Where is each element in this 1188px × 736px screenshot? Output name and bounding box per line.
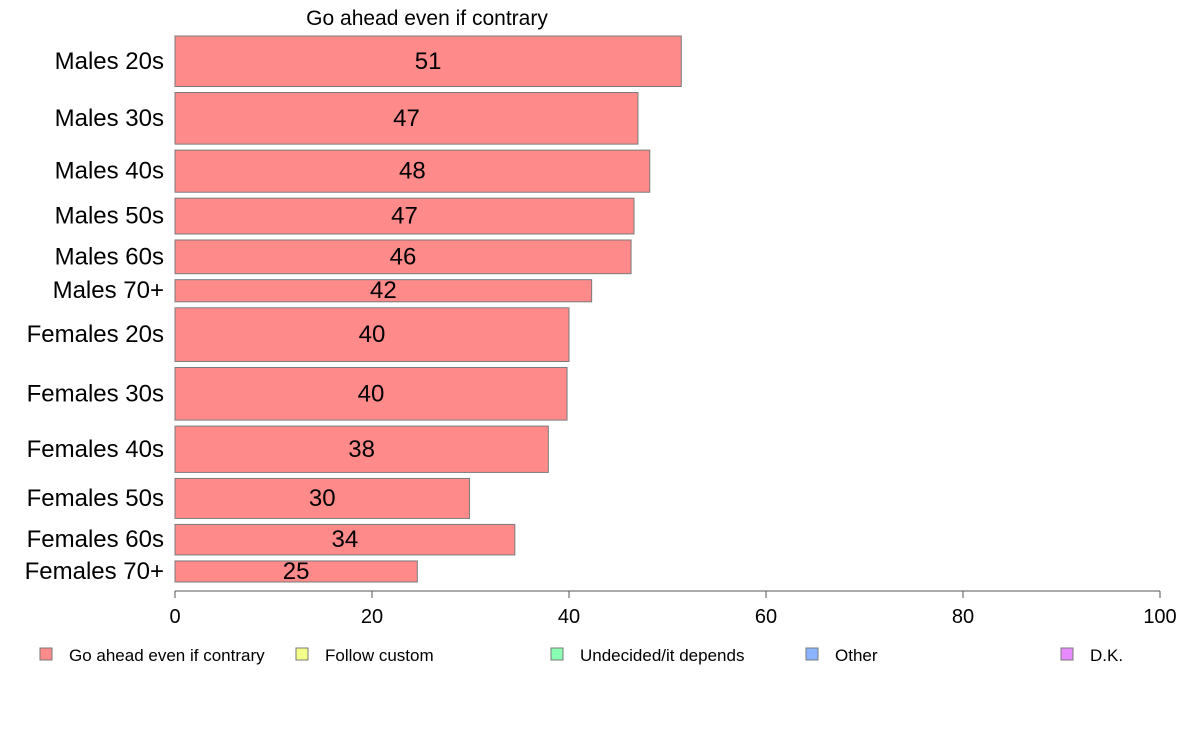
x-tick-label: 20 <box>361 606 383 628</box>
legend-label: Other <box>835 646 878 665</box>
x-tick-label: 80 <box>952 606 974 628</box>
legend-swatch <box>295 647 309 661</box>
bar <box>174 366 568 421</box>
legend-swatch <box>805 647 819 661</box>
category-label: Males 70+ <box>53 277 164 304</box>
bar <box>174 35 682 88</box>
category-label: Males 50s <box>55 203 164 230</box>
category-label: Females 40s <box>27 436 164 463</box>
category-label: Females 70+ <box>25 558 164 585</box>
x-tick-label: 40 <box>558 606 580 628</box>
bar-value-label: 38 <box>348 436 375 463</box>
bar-value-label: 42 <box>370 277 397 304</box>
legend-label: Undecided/it depends <box>580 646 744 665</box>
x-tick-label: 0 <box>169 606 180 628</box>
category-label: Females 20s <box>27 321 164 348</box>
bar-value-label: 47 <box>393 105 420 132</box>
category-label: Males 40s <box>55 158 164 185</box>
category-label: Males 30s <box>55 105 164 132</box>
category-label: Females 50s <box>27 485 164 512</box>
bar-value-label: 51 <box>415 48 442 75</box>
legend-label: Go ahead even if contrary <box>69 646 265 665</box>
bar <box>174 149 651 193</box>
legend-swatch <box>1060 647 1074 661</box>
bar-value-label: 34 <box>332 526 359 553</box>
bar-value-label: 40 <box>359 321 386 348</box>
legend-swatch <box>550 647 564 661</box>
legend-label: D.K. <box>1090 646 1123 665</box>
bar-value-label: 40 <box>358 380 385 407</box>
x-axis: 0 20 40 60 80 100 <box>169 590 1177 628</box>
chart-title: Go ahead even if contrary <box>306 7 548 30</box>
bar-value-label: 47 <box>391 203 418 230</box>
bar <box>174 279 593 303</box>
category-label: Males 20s <box>55 48 164 75</box>
bar <box>174 523 516 556</box>
bar <box>174 197 635 235</box>
bar-value-label: 48 <box>399 158 426 185</box>
legend: Go ahead even if contrary Follow custom Un… <box>39 646 1123 665</box>
bar <box>174 425 549 473</box>
x-tick-label: 100 <box>1143 606 1176 628</box>
category-label: Males 60s <box>55 243 164 270</box>
category-label: Females 30s <box>27 380 164 407</box>
bar-value-label: 25 <box>283 558 310 585</box>
legend-swatch <box>39 647 53 661</box>
bars-group: Males 20s 51 Males 30s 47 Males 40s 48 Males 5… <box>25 35 682 585</box>
x-tick-label: 60 <box>755 606 777 628</box>
bar <box>174 477 471 519</box>
bar <box>174 560 418 583</box>
bar <box>174 239 632 275</box>
legend-label: Follow custom <box>325 646 434 665</box>
bar-value-label: 46 <box>390 243 417 270</box>
bar <box>174 92 639 145</box>
bar-value-label: 30 <box>309 485 336 512</box>
bar <box>174 307 570 362</box>
category-label: Females 60s <box>27 526 164 553</box>
